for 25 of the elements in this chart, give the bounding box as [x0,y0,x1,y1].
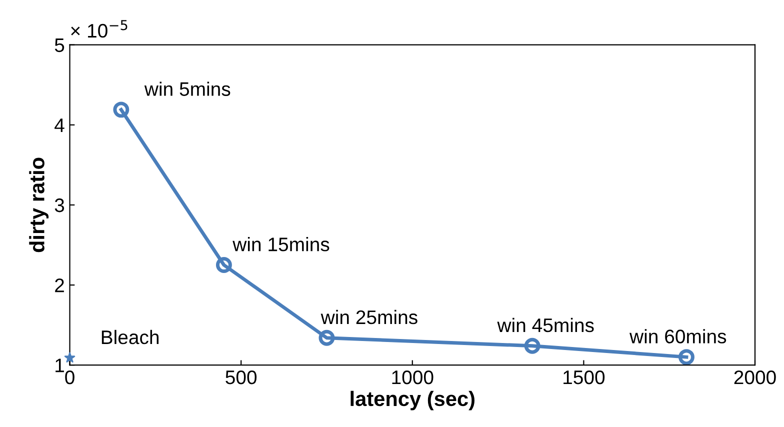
annotation: win 5mins [144,82,230,96]
y-tick-label: 2 [55,278,64,292]
annotation: win 15mins [232,237,330,252]
x-tick-label: 1000 [392,370,434,384]
x-tick-label: 500 [226,370,257,384]
point [216,257,232,273]
annotation: win 45mins [497,318,594,332]
annotation: win 60mins [630,329,726,344]
point [318,330,335,346]
x-axis-title: latency (sec) [350,390,474,410]
y-axis-title: dirty ratio [29,158,49,252]
y-tick-label: 5 [54,38,64,52]
point [113,102,130,118]
x-tick-label: 0 [65,370,74,384]
text: × 10$^{−5}$ [71,20,128,38]
x-tick-label: 2000 [734,370,776,384]
annotation: win 25mins [320,310,418,324]
y-tick-label: 3 [54,198,64,212]
x-tick-label: 1500 [564,370,605,384]
annotation: Bleach [102,330,159,344]
y-tick-label: 4 [54,118,64,132]
point [64,352,76,363]
point [678,349,694,366]
point [524,338,540,354]
y-tick-label: 1 [56,358,64,372]
